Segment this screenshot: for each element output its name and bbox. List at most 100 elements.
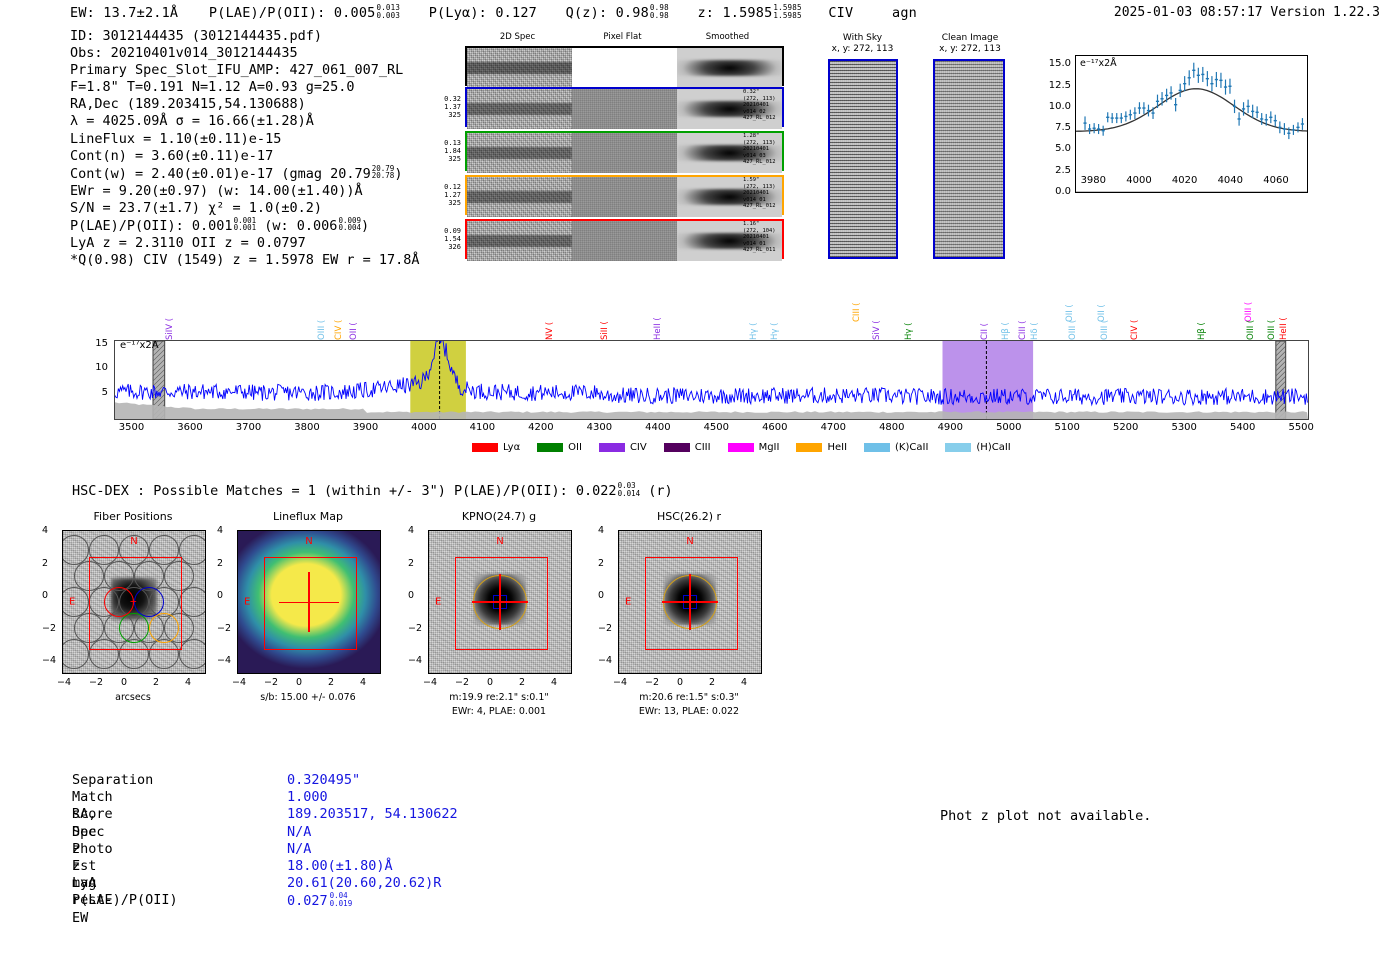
info-sn-chi: S/N = 23.7(±1.7) χ² = 1.0(±0.2)	[70, 199, 322, 216]
spec2d-row	[465, 131, 784, 173]
x-tick: 3900	[352, 422, 379, 433]
info-cont-n: Cont(n) = 3.60(±0.11)e-17	[70, 147, 274, 164]
line-fit-svg	[1075, 62, 1308, 193]
emission-line-label: OIII (	[1068, 319, 1079, 340]
emission-line-label: SiIV (	[165, 317, 176, 340]
emission-line-label: CIII (	[851, 302, 862, 322]
cutout-title: Lineflux Map	[272, 510, 344, 523]
col-title-2dspec: 2D Spec	[499, 32, 536, 42]
legend-item: OII	[537, 442, 582, 453]
spec2d-row	[465, 175, 784, 217]
y-tick: 7.5	[1055, 122, 1071, 134]
cutout-image[interactable]: N E	[237, 530, 381, 674]
spec2d-row-right-label: 1.28" (272, 113) 20210401 v014_03 427_RL_012	[743, 133, 776, 166]
x-tick: 4400	[645, 422, 671, 433]
y-tick: 12.5	[1048, 79, 1071, 91]
col-title-smoothed: Smoothed	[705, 32, 750, 42]
header-flag: agn	[892, 4, 917, 21]
x-tick: 3600	[177, 422, 203, 433]
full-spectrum-svg	[115, 341, 1308, 419]
legend-label: CIII	[694, 442, 711, 453]
info-radec: RA,Dec (189.203415,54.130688)	[70, 96, 306, 113]
summary-key: Match score	[72, 789, 113, 823]
info-redshifts: LyA z = 2.3110 OII z = 0.0797	[70, 234, 306, 251]
info-id: ID: 3012144435 (3012144435.pdf)	[70, 28, 322, 44]
header-classification: CIV	[828, 4, 854, 21]
legend-label: (K)CaII	[895, 442, 929, 453]
clean-image-title: Clean Image x, y: 272, 113	[939, 33, 1001, 54]
info-lambda-sigma: λ = 4025.09Å σ = 16.66(±1.28)Å	[70, 113, 314, 130]
emission-line-label: Hγ (	[749, 322, 760, 340]
cutout-caption-1: arcsecs	[115, 692, 151, 703]
line-fit-annotation: e⁻¹⁷x2Å	[1080, 58, 1117, 69]
x-tick: 4700	[820, 422, 847, 433]
legend-item: (K)CaII	[864, 442, 928, 453]
y-tick: 0.0	[1055, 186, 1071, 197]
x-tick: 3800	[294, 422, 320, 433]
emission-line-label: OIII (	[1100, 319, 1111, 340]
cutout-caption-1: s/b: 15.00 +/- 0.076	[260, 692, 356, 703]
header-plae-label: P(LAE)/P(OII):	[208, 4, 326, 21]
emission-line-label: Hγ (	[769, 322, 780, 340]
emission-line-label: CII (	[980, 323, 991, 340]
summary-key: Photo z	[72, 840, 113, 874]
emission-line-label: HeII (	[1278, 317, 1289, 340]
line-fit-plot: e⁻¹⁷x2Å 0.0 2.5 5.0 7.5 10.0 12.5 15.0 3980 400…	[1035, 55, 1310, 215]
emission-line-label: NV (	[544, 321, 555, 340]
x-tick: 4060	[1263, 175, 1289, 186]
east-label: E	[69, 596, 76, 608]
x-tick: 3700	[235, 422, 262, 433]
spec2d-weighted-row	[465, 46, 784, 88]
spec2d-row-left-label: 0.13 1.84 325	[444, 139, 461, 164]
cutout-title: Fiber Positions	[93, 510, 173, 523]
x-tick: 4020	[1171, 175, 1198, 186]
summary-key: Spec z	[72, 823, 105, 857]
summary-key: mag	[72, 875, 97, 892]
cutout-image[interactable]: N E	[428, 530, 572, 674]
info-cont-w: Cont(w) = 2.40(±0.01)e-17 (gmag 20.79 20.…	[70, 163, 403, 182]
full-spectrum-annotation: e⁻¹⁷x2Å	[120, 340, 159, 351]
cutout-image[interactable]: + N E	[62, 530, 206, 674]
full-spectrum-legend: Lyα OII CIV CIII MgII HeII (K)CaII (H)Ca…	[472, 442, 1028, 453]
legend-label: HeII	[827, 442, 848, 453]
header-z-label: z:	[697, 4, 715, 21]
emission-line-label: OII (	[348, 322, 359, 340]
photoz-unavailable-message: Phot z plot not available.	[940, 808, 1152, 824]
summary-value: 18.00(±1.80)Å	[287, 857, 393, 874]
cutout-caption-1: m:19.9 re:2.1" s:0.1"	[449, 692, 549, 703]
summary-value: 0.320495"	[287, 772, 361, 788]
emission-line-label: HeII (	[652, 317, 663, 340]
x-tick: 5200	[1112, 422, 1139, 433]
x-tick: 3500	[118, 422, 145, 433]
info-ewr: EWr = 9.20(±0.97) (w: 14.00(±1.40))Å	[70, 182, 363, 199]
summary-key: Est LyA rest-EW	[72, 857, 113, 926]
emission-line-label: Hβ (	[1000, 322, 1011, 340]
x-tick: 5500	[1288, 422, 1314, 433]
cutout-image[interactable]: N E	[618, 530, 762, 674]
cutout-caption-2: EWr: 4, PLAE: 0.001	[451, 706, 547, 717]
cutout-caption-2: EWr: 13, PLAE: 0.022	[638, 706, 740, 717]
cutout-red-box	[455, 557, 548, 650]
info-conditions: F=1.8" T=0.191 N=1.12 A=0.93 g=25.0	[70, 79, 355, 96]
emission-line-label: OIII (	[1246, 319, 1257, 340]
cutout-panel: Fiber Positions + N E −4 −2 0 2 4 4 2 0 −2 −4 ar…	[42, 510, 206, 703]
cutout-title: HSC(26.2) r	[656, 510, 722, 523]
x-tick: 4200	[528, 422, 554, 433]
col-title-pixelflat: Pixel Flat	[603, 32, 642, 42]
clean-image-image	[933, 59, 1005, 259]
source-info-block: ID: 3012144435 (3012144435.pdf) Obs: 202…	[70, 28, 420, 269]
x-tick: 4800	[879, 422, 905, 433]
legend-item: MgII	[727, 442, 779, 453]
x-tick: 5000	[996, 422, 1022, 433]
info-lineflux: LineFlux = 1.10(±0.11)e-15	[70, 130, 282, 147]
spec2d-row	[465, 219, 784, 261]
header-z-value: 1.5985	[722, 4, 773, 21]
east-label: E	[435, 596, 442, 608]
north-label: N	[496, 536, 504, 547]
east-label: E	[244, 596, 251, 608]
y-tick: 10	[95, 362, 108, 374]
x-tick: 4300	[586, 422, 613, 433]
north-label: N	[305, 536, 313, 547]
legend-label: (H)CaII	[976, 442, 1011, 453]
legend-item: HeII	[796, 442, 847, 453]
